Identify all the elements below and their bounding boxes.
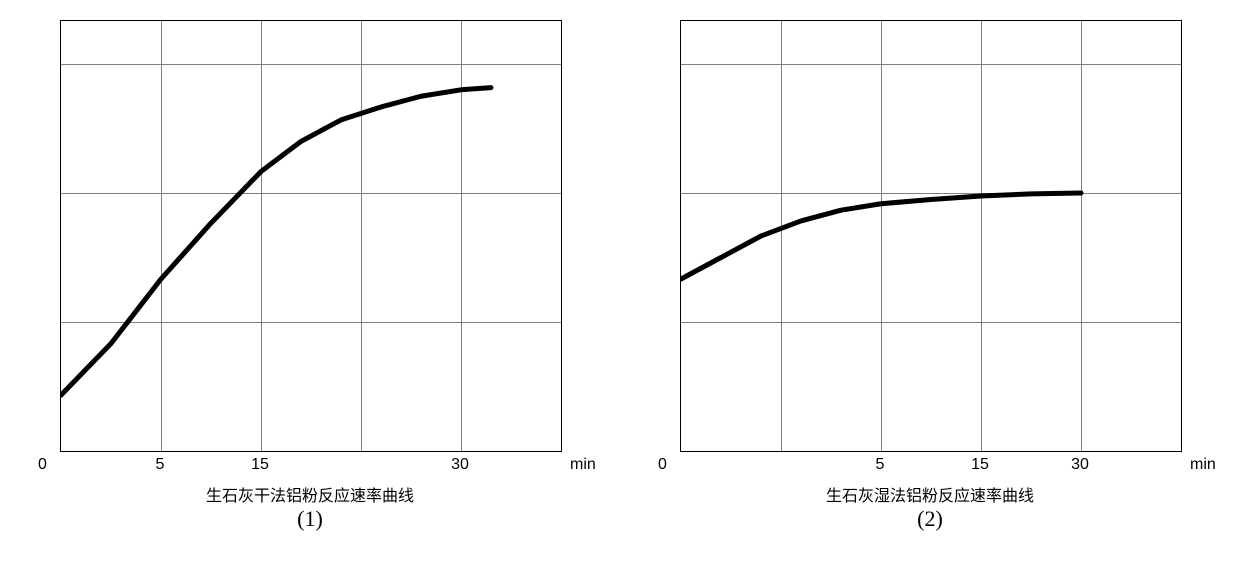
x-tick-label: 15: [251, 456, 269, 474]
x-tick-label: 30: [1071, 456, 1089, 474]
x-tick-label: 30: [451, 456, 469, 474]
chart-panel: 515300min 生石灰湿法铝粉反应速率曲线(2): [650, 20, 1210, 532]
curve-svg: [61, 21, 561, 451]
chart-caption: 生石灰湿法铝粉反应速率曲线: [826, 482, 1034, 506]
origin-label: 0: [38, 456, 47, 474]
reaction-rate-curve: [61, 88, 491, 395]
plot-area: [680, 20, 1182, 452]
x-tick-label: 15: [971, 456, 989, 474]
reaction-rate-curve: [681, 193, 1081, 279]
chart-box: 515300min: [650, 20, 1210, 452]
chart-box: 515300min: [30, 20, 590, 452]
figure-number: (1): [297, 506, 323, 532]
chart-panel: 515300min 生石灰干法铝粉反应速率曲线(1): [30, 20, 590, 532]
plot-area: [60, 20, 562, 452]
origin-label: 0: [658, 456, 667, 474]
x-unit-label: min: [1190, 456, 1216, 474]
chart-caption: 生石灰干法铝粉反应速率曲线: [206, 482, 414, 506]
curve-svg: [681, 21, 1181, 451]
x-tick-label: 5: [876, 456, 885, 474]
figure-number: (2): [917, 506, 943, 532]
x-unit-label: min: [570, 456, 596, 474]
x-tick-label: 5: [156, 456, 165, 474]
